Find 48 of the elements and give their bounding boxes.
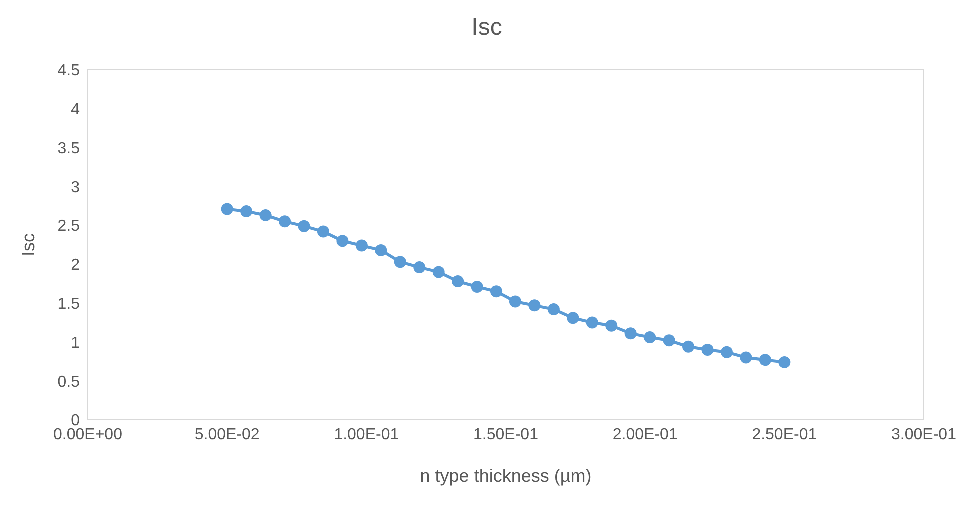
point	[375, 244, 388, 256]
point	[624, 328, 637, 340]
point	[471, 281, 484, 293]
point	[509, 296, 522, 308]
chart-title: Isc	[470, 13, 504, 43]
point	[432, 266, 445, 278]
x-tick-label: 1.00E-01	[334, 426, 400, 444]
point	[221, 203, 234, 216]
point	[548, 304, 560, 316]
point	[663, 334, 676, 347]
point	[414, 262, 426, 274]
x-tick-label: 5.00E-02	[194, 426, 260, 444]
point	[740, 352, 752, 364]
x-tick-label: 2.50E-01	[752, 426, 818, 444]
point	[317, 226, 330, 238]
point	[452, 276, 464, 288]
point	[336, 235, 349, 248]
point	[260, 209, 272, 222]
point	[279, 216, 292, 228]
x-tick-label: 1.50E-01	[474, 426, 539, 444]
y-tick-label: 3.5	[58, 140, 80, 158]
y-tick-label: 1	[71, 334, 80, 352]
point	[356, 240, 368, 252]
y-tick-label: 2.5	[58, 218, 80, 236]
y-tick-label: 2	[71, 257, 80, 274]
point	[720, 346, 733, 358]
point	[702, 344, 714, 356]
y-tick-label: 4	[71, 102, 80, 119]
point	[778, 356, 791, 368]
x-tick-label: 2.00E-01	[612, 426, 678, 444]
point	[567, 312, 580, 324]
point	[298, 220, 310, 232]
y-tick-label: 3	[71, 179, 80, 196]
point	[759, 354, 772, 366]
y-tick-label: 4.5	[58, 62, 80, 80]
point	[490, 286, 503, 298]
point	[528, 300, 541, 312]
point	[586, 316, 598, 329]
y-tick-label: 0.5	[58, 374, 80, 391]
point	[240, 206, 253, 218]
point	[394, 256, 406, 268]
x-tick-label: 3.00E-01	[892, 426, 957, 444]
y-tick-label: 1.5	[58, 296, 80, 314]
point	[644, 332, 656, 344]
point	[682, 340, 695, 353]
y-axis-title: Isc	[18, 233, 38, 257]
x-axis-title: n type thickness (µm)	[420, 466, 592, 486]
point	[606, 320, 618, 332]
